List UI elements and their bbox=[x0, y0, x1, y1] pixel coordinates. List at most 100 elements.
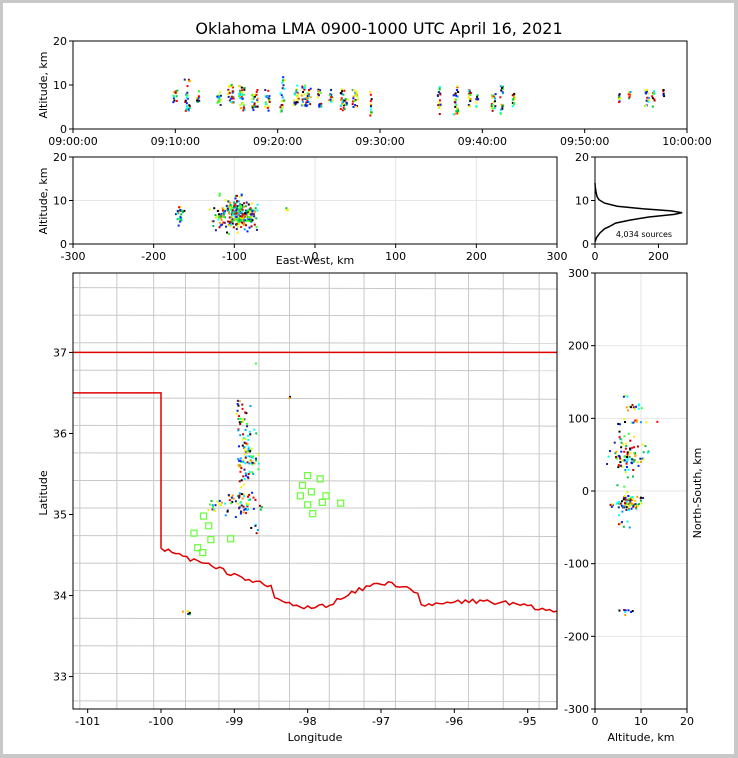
time-altitude-source bbox=[370, 98, 373, 101]
northsouth-source bbox=[625, 508, 628, 511]
plan-view-source bbox=[245, 455, 248, 458]
eastwest-source bbox=[240, 215, 243, 218]
time-altitude-source bbox=[228, 99, 231, 102]
time-altitude-source bbox=[456, 106, 459, 109]
time-altitude-source bbox=[352, 97, 355, 100]
eastwest-source bbox=[178, 206, 181, 209]
plan-view-source bbox=[247, 503, 250, 506]
plan-view-source bbox=[236, 399, 239, 402]
northsouth-source bbox=[624, 501, 627, 504]
northsouth-source bbox=[616, 484, 619, 487]
county-line bbox=[73, 672, 557, 676]
time-altitude-source bbox=[240, 95, 243, 98]
time-altitude-source bbox=[306, 99, 309, 102]
northsouth-source bbox=[631, 502, 634, 505]
time-altitude-source bbox=[293, 93, 296, 96]
time-altitude-source bbox=[195, 97, 198, 100]
plan-view-source bbox=[244, 411, 247, 414]
time-altitude-source bbox=[303, 86, 306, 89]
time-altitude-source bbox=[513, 95, 516, 98]
eastwest-source bbox=[226, 208, 229, 211]
northsouth-source bbox=[624, 447, 627, 450]
northsouth-source bbox=[635, 405, 638, 408]
northsouth-source bbox=[623, 418, 626, 421]
time-altitude-source bbox=[491, 96, 494, 99]
plan-view-source bbox=[251, 471, 254, 474]
plan-view-source bbox=[224, 514, 227, 517]
eastwest-source bbox=[250, 213, 253, 216]
plan-view-source bbox=[246, 434, 249, 437]
eastwest-source bbox=[174, 213, 177, 216]
eastwest-source bbox=[237, 207, 240, 210]
northsouth-source bbox=[640, 407, 643, 410]
time-altitude-source bbox=[175, 95, 178, 98]
time-altitude-source bbox=[283, 87, 286, 90]
time-altitude-source bbox=[173, 91, 176, 94]
time-altitude-source bbox=[512, 98, 515, 101]
time-altitude-source bbox=[356, 95, 359, 98]
longitude-tick-label: -100 bbox=[149, 715, 174, 728]
eastwest-source bbox=[235, 194, 238, 197]
time-altitude-source bbox=[281, 87, 284, 90]
eastwest-source bbox=[235, 207, 238, 210]
time-altitude-source bbox=[296, 99, 299, 102]
county-line bbox=[73, 452, 557, 455]
time-altitude-source bbox=[187, 78, 190, 81]
northsouth-source bbox=[624, 611, 627, 614]
eastwest-source bbox=[244, 219, 247, 222]
time-altitude-source bbox=[499, 96, 502, 99]
longitude-tick-label: -95 bbox=[519, 715, 537, 728]
eastwest-source bbox=[223, 221, 226, 224]
plan-view-source bbox=[252, 507, 255, 510]
time-altitude-source bbox=[341, 99, 344, 102]
northsouth-source bbox=[635, 419, 638, 422]
northsouth-source bbox=[617, 422, 620, 425]
plan-view-source bbox=[288, 397, 291, 400]
north-south-label: North-South, km bbox=[691, 448, 704, 539]
time-altitude-source bbox=[490, 105, 493, 108]
time-altitude-source bbox=[645, 88, 648, 91]
time-altitude-source bbox=[318, 91, 321, 94]
time-altitude-source bbox=[264, 101, 267, 104]
time-altitude-source bbox=[354, 104, 357, 107]
time-altitude-source bbox=[267, 89, 270, 92]
time-altitude-source bbox=[297, 93, 300, 96]
time-altitude-source bbox=[306, 101, 309, 104]
county-line bbox=[73, 397, 557, 400]
time-altitude-source bbox=[252, 108, 255, 111]
northsouth-source bbox=[620, 521, 623, 524]
eastwest-source bbox=[242, 219, 245, 222]
time-altitude-axes: 09:00:00 09:10:00 09:20:00 09:30:00 09:40:00… bbox=[48, 35, 711, 148]
eastwest-source bbox=[286, 208, 289, 211]
northsouth-source bbox=[618, 423, 621, 426]
eastwest-source bbox=[211, 220, 214, 223]
time-altitude-source bbox=[499, 112, 502, 115]
lma-station-marker bbox=[190, 529, 198, 537]
time-altitude-source bbox=[243, 104, 246, 107]
plan-view-source bbox=[255, 457, 258, 460]
plan-view-source bbox=[247, 446, 250, 449]
time-altitude-source bbox=[293, 101, 296, 104]
time-altitude-source bbox=[302, 91, 305, 94]
plan-view-source bbox=[244, 428, 247, 431]
plan-view-source bbox=[246, 508, 249, 511]
time-altitude-source bbox=[228, 92, 231, 95]
plan-view-source bbox=[228, 499, 231, 502]
plan-view-source bbox=[219, 504, 222, 507]
time-axis-tick-label: 09:40:00 bbox=[458, 135, 507, 148]
time-altitude-source bbox=[352, 89, 355, 92]
time-altitude-source bbox=[477, 98, 480, 101]
eastwest-source bbox=[216, 215, 219, 218]
northsouth-source bbox=[621, 510, 624, 513]
plan-view-source bbox=[253, 462, 256, 465]
northsouth-source bbox=[627, 498, 630, 501]
time-altitude-source bbox=[369, 91, 372, 94]
plan-view-source bbox=[242, 493, 245, 496]
northsouth-source bbox=[624, 614, 627, 617]
time-altitude-source bbox=[662, 93, 665, 96]
time-altitude-source bbox=[492, 101, 495, 104]
time-altitude-source bbox=[241, 91, 244, 94]
time-altitude-source bbox=[476, 94, 479, 97]
plan-view-source bbox=[243, 495, 246, 498]
eastwest-source bbox=[237, 216, 240, 219]
